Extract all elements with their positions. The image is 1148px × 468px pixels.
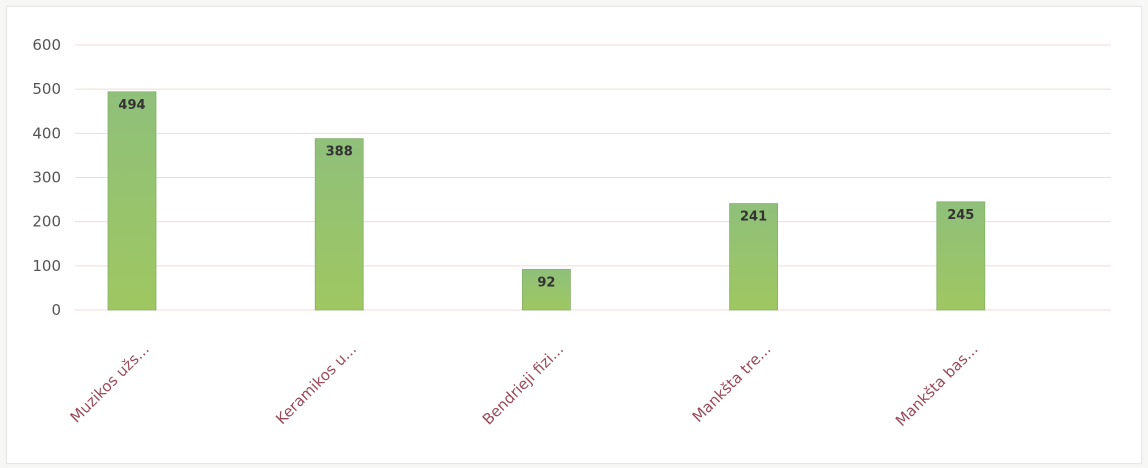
x-category-label: Muzikos užs... xyxy=(67,340,153,426)
y-tick-label: 400 xyxy=(32,124,61,142)
x-category-label: Keramikos u... xyxy=(272,340,360,428)
y-tick-label: 100 xyxy=(32,257,61,275)
bar-value-label: 245 xyxy=(947,208,974,223)
x-category-label: Bendrieji fizi... xyxy=(479,340,567,428)
bar[interactable] xyxy=(936,201,986,311)
bar[interactable] xyxy=(729,203,778,311)
y-tick-label: 600 xyxy=(32,36,61,54)
bar-chart: 0 100 200 300 400 500 600 494 388 92 241 245 Muzik… xyxy=(32,36,1111,430)
x-category-label: Mankšta bas... xyxy=(892,340,982,430)
y-axis-tick-labels: 0 100 200 300 400 500 600 xyxy=(32,36,61,319)
y-tick-label: 200 xyxy=(32,213,61,231)
bar[interactable] xyxy=(107,91,157,311)
data-labels: 494 388 92 241 245 xyxy=(118,98,974,291)
bar-value-label: 241 xyxy=(740,210,767,225)
y-tick-label: 500 xyxy=(32,80,61,98)
bar-value-label: 388 xyxy=(326,145,353,160)
bar-value-label: 494 xyxy=(118,98,145,113)
bar-value-label: 92 xyxy=(537,275,555,290)
chart-card: 0 100 200 300 400 500 600 494 388 92 241 245 Muzik… xyxy=(6,6,1142,464)
x-category-label: Mankšta tre... xyxy=(689,340,775,426)
grid-lines xyxy=(75,44,1111,311)
y-tick-label: 0 xyxy=(51,301,61,319)
bars xyxy=(107,91,986,311)
bar[interactable] xyxy=(522,268,571,311)
y-tick-label: 300 xyxy=(32,169,61,187)
bar[interactable] xyxy=(314,138,364,311)
x-axis-category-labels: Muzikos užs... Keramikos u... Bendrieji fi… xyxy=(67,340,982,430)
